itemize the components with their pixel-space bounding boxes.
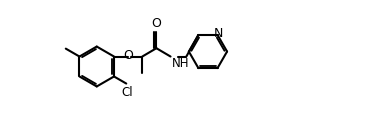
Text: Cl: Cl xyxy=(121,86,133,99)
Text: O: O xyxy=(151,17,161,30)
Text: O: O xyxy=(123,49,133,62)
Text: N: N xyxy=(214,27,223,40)
Text: NH: NH xyxy=(172,57,189,70)
